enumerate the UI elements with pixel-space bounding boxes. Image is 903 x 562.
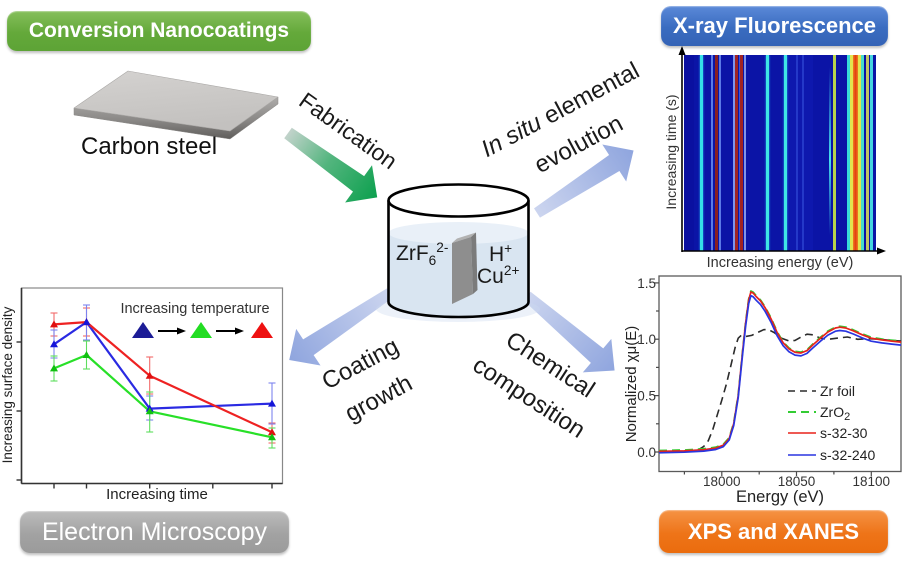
svg-text:18000: 18000 [703, 474, 741, 489]
svg-text:1.5: 1.5 [637, 276, 656, 291]
svg-text:1.0: 1.0 [637, 332, 656, 347]
svg-text:18100: 18100 [853, 474, 891, 489]
svg-text:0.5: 0.5 [637, 389, 656, 404]
svg-text:Zr foil: Zr foil [820, 383, 855, 399]
svg-text:18050: 18050 [778, 474, 816, 489]
svg-text:s-32-30: s-32-30 [820, 425, 868, 441]
svg-text:ZrO2: ZrO2 [820, 404, 850, 423]
svg-text:0.0: 0.0 [637, 445, 656, 460]
svg-text:Increasing temperature: Increasing temperature [120, 301, 269, 317]
svg-text:Normalized χμ(E): Normalized χμ(E) [623, 326, 640, 443]
svg-text:Increasing surface density: Increasing surface density [0, 306, 15, 463]
svg-text:Energy (eV): Energy (eV) [736, 488, 824, 506]
svg-text:Increasing time: Increasing time [106, 486, 208, 503]
svg-text:s-32-240: s-32-240 [820, 447, 875, 463]
